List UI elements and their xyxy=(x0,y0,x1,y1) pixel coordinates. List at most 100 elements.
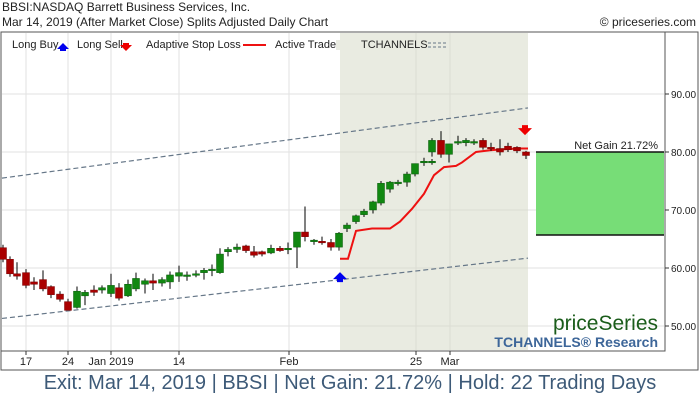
candle-body xyxy=(428,161,436,164)
x-tick-label: 14 xyxy=(173,356,185,368)
candle-body xyxy=(394,181,402,184)
candle-body xyxy=(470,141,478,144)
candle-body xyxy=(411,163,419,175)
chart-title: BBSI:NASDAQ Barrett Business Services, I… xyxy=(2,0,251,14)
candle xyxy=(0,244,7,263)
candle-body xyxy=(522,151,530,156)
active-trade-shade xyxy=(340,33,528,350)
channel-lower xyxy=(1,257,529,320)
candle xyxy=(208,264,216,277)
candle xyxy=(318,236,326,245)
x-tick-label: Mar xyxy=(441,356,460,368)
candle-body xyxy=(98,287,106,291)
candle xyxy=(487,142,495,151)
candle xyxy=(115,283,123,301)
candle xyxy=(200,268,208,280)
candle xyxy=(149,273,157,291)
candle-body xyxy=(47,286,55,295)
candle-body xyxy=(403,173,411,183)
candle xyxy=(327,239,335,251)
candle xyxy=(496,139,504,156)
candle-body xyxy=(224,249,232,253)
candle-body xyxy=(504,145,512,150)
candle-body xyxy=(369,201,377,211)
candle-body xyxy=(22,272,30,286)
long-buy-arrow-icon xyxy=(57,43,69,51)
candle-body xyxy=(420,161,428,164)
long-buy-arrow-icon xyxy=(333,272,347,283)
candle xyxy=(98,285,106,294)
candle-body xyxy=(301,231,309,237)
legend-tchannels-label: TCHANNELS xyxy=(361,39,428,51)
candle-body xyxy=(462,140,470,143)
y-tick-label: 50.00 xyxy=(671,322,696,333)
candle-body xyxy=(445,143,453,155)
y-tick-label: 70.00 xyxy=(671,206,696,217)
candle xyxy=(224,247,232,257)
candlesticks xyxy=(0,131,530,311)
candle-body xyxy=(496,148,504,153)
grid xyxy=(2,33,664,350)
candle-body xyxy=(258,251,266,255)
candle xyxy=(166,271,174,289)
y-axis: 50.00 60.00 70.00 80.00 90.00 xyxy=(665,90,696,333)
candle-body xyxy=(284,248,292,251)
candle xyxy=(301,206,309,242)
x-tick-label: 17 xyxy=(20,356,32,368)
legend-active-trade-label: Active Trade xyxy=(275,39,336,51)
stop-loss-path xyxy=(340,147,528,260)
candle xyxy=(6,256,14,277)
candle-body xyxy=(293,231,301,248)
candle xyxy=(386,181,394,193)
candle-body xyxy=(310,239,318,242)
candle xyxy=(258,250,266,257)
candle xyxy=(310,239,318,245)
long-sell-arrow-icon xyxy=(518,125,532,136)
candle xyxy=(513,146,521,154)
candle-body xyxy=(149,280,157,284)
candle xyxy=(158,277,166,287)
candle xyxy=(22,269,30,289)
candle-body xyxy=(132,278,140,290)
candle-body xyxy=(267,248,275,254)
candle xyxy=(276,245,284,252)
candle xyxy=(428,158,436,165)
candle-body xyxy=(115,287,123,299)
candle-body xyxy=(216,253,224,273)
candle xyxy=(47,285,55,299)
candle xyxy=(504,142,512,152)
candle-body xyxy=(454,141,462,144)
candle xyxy=(141,278,149,294)
y-tick-label: 80.00 xyxy=(671,148,696,159)
candle-body xyxy=(327,242,335,248)
candle-body xyxy=(318,241,326,244)
y-tick-label: 90.00 xyxy=(671,90,696,101)
candle xyxy=(394,179,402,186)
candle-body xyxy=(487,147,495,150)
candle xyxy=(343,222,351,233)
x-tick-label: 24 xyxy=(62,356,74,368)
candle xyxy=(242,244,250,253)
legend-long-sell-label: Long Sell xyxy=(77,39,123,51)
candle-body xyxy=(192,273,200,276)
candle xyxy=(183,271,191,281)
legend: Long Buy Long Sell Adaptive Stop Loss Ac… xyxy=(12,39,446,51)
candle-body xyxy=(39,279,47,290)
candle xyxy=(192,270,200,278)
candle xyxy=(81,290,89,306)
active-trade-swatch-icon xyxy=(336,40,346,50)
y-tick-label: 60.00 xyxy=(671,264,696,275)
candle-body xyxy=(377,183,385,204)
candle xyxy=(454,135,462,146)
plot-frame xyxy=(0,31,666,352)
candle-body xyxy=(428,140,436,153)
x-axis: 17 24 Jan 2019 14 Feb 25 Mar xyxy=(20,351,460,368)
x-tick-label: Jan 2019 xyxy=(88,356,133,368)
copyright: © priceseries.com xyxy=(599,15,696,29)
net-gain-label: Net Gain 21.72% xyxy=(574,140,658,152)
candle xyxy=(267,244,275,255)
candle-body xyxy=(166,274,174,283)
tchannels xyxy=(1,107,529,320)
candle xyxy=(216,248,224,274)
candle xyxy=(56,291,64,302)
